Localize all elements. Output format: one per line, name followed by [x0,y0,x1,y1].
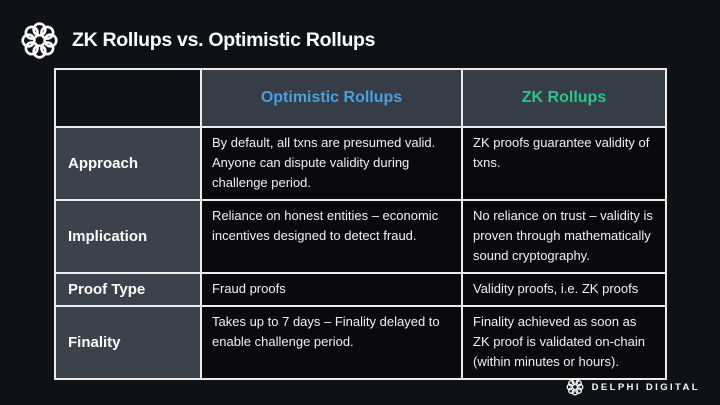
cell-zk: No reliance on trust – validity is prove… [461,199,667,274]
page-title: ZK Rollups vs. Optimistic Rollups [72,29,376,51]
cell-optimistic: Takes up to 7 days – Finality delayed to… [200,305,463,380]
delphi-knot-icon [566,378,584,396]
table-row-implication: Implication Reliance on honest entities … [54,199,667,274]
column-header-zk: ZK Rollups [461,68,667,128]
row-label: Implication [54,199,202,274]
row-label: Approach [54,126,202,201]
table-header-row: Optimistic Rollups ZK Rollups [54,68,667,128]
cell-zk: Validity proofs, i.e. ZK proofs [461,272,667,307]
comparison-table: Optimistic Rollups ZK Rollups Approach B… [54,68,667,380]
table-row-finality: Finality Takes up to 7 days – Finality d… [54,305,667,380]
footer-brand: DELPHI DIGITAL [566,378,700,396]
cell-optimistic: Fraud proofs [200,272,463,307]
cell-zk: Finality achieved as soon as ZK proof is… [461,305,667,380]
table-corner-spacer [54,68,202,128]
cell-optimistic: Reliance on honest entities – economic i… [200,199,463,274]
slide-header: ZK Rollups vs. Optimistic Rollups [20,21,376,60]
cell-optimistic: By default, all txns are presumed valid.… [200,126,463,201]
table-row-proof-type: Proof Type Fraud proofs Validity proofs,… [54,272,667,307]
cell-zk: ZK proofs guarantee validity of txns. [461,126,667,201]
delphi-knot-icon [21,22,58,59]
footer-wordmark: DELPHI DIGITAL [591,381,700,393]
row-label: Proof Type [54,272,202,307]
column-header-optimistic: Optimistic Rollups [200,68,463,128]
row-label: Finality [54,305,202,380]
table-row-approach: Approach By default, all txns are presum… [54,126,667,201]
